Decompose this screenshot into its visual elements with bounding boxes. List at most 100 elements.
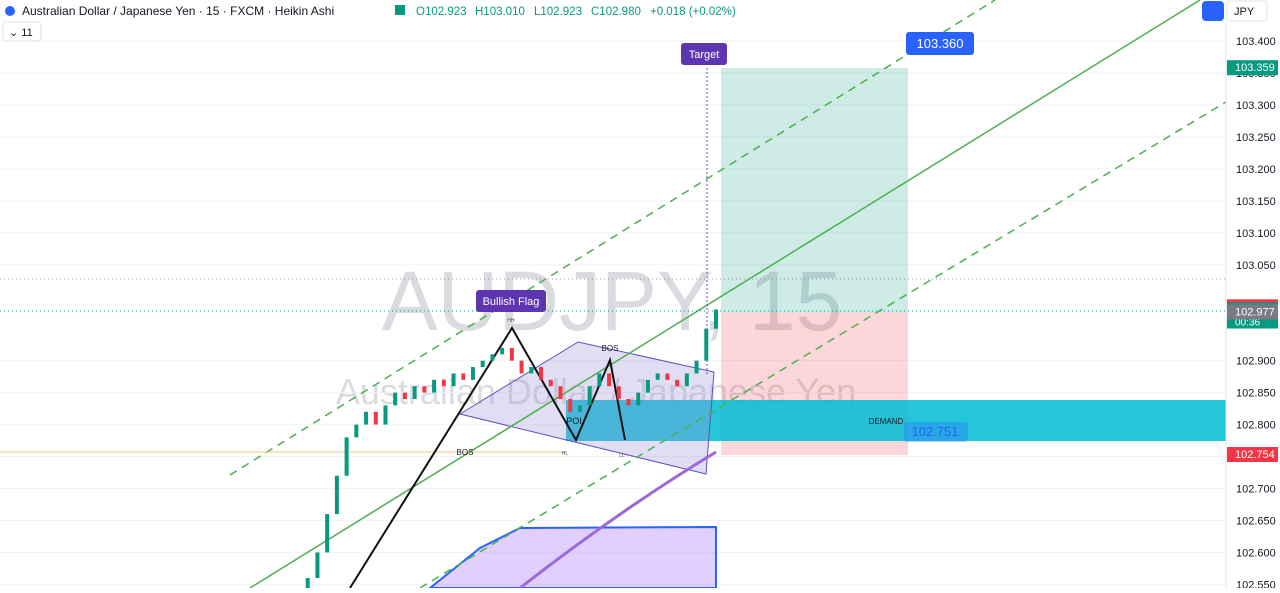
candle <box>500 347 505 355</box>
candle <box>334 475 339 515</box>
candle <box>577 405 582 412</box>
target-price-badge <box>906 32 974 55</box>
demand-price-badge <box>904 422 968 442</box>
candle <box>539 367 544 380</box>
y-tick-label: 103.150 <box>1236 196 1276 208</box>
symbol-title[interactable]: Australian Dollar / Japanese Yen · 15 · … <box>22 4 334 18</box>
candle <box>616 386 621 400</box>
y-tick-label: 102.650 <box>1236 515 1276 527</box>
candle <box>684 373 689 387</box>
flag-badge <box>476 290 546 312</box>
candle <box>412 386 417 400</box>
y-tick-label: 102.700 <box>1236 484 1276 496</box>
demand-label: DEMAND <box>869 417 904 426</box>
target-text: Target <box>689 49 720 61</box>
candle <box>636 392 641 406</box>
y-tick-label: 102.600 <box>1236 547 1276 559</box>
candle <box>383 405 388 425</box>
candle <box>354 424 359 438</box>
candle <box>422 386 427 393</box>
candle <box>587 386 592 406</box>
channel-mid <box>249 0 1201 589</box>
candle <box>461 373 466 380</box>
y-tick-label: 103.050 <box>1236 260 1276 272</box>
target-badge <box>681 43 727 65</box>
candle <box>480 360 485 368</box>
y-tick-label: 102.850 <box>1236 388 1276 400</box>
price-label-bg <box>1227 304 1278 320</box>
indicators-toggle[interactable] <box>2 21 42 42</box>
candle <box>675 379 680 387</box>
flag-channel <box>458 341 715 475</box>
candle <box>305 578 310 591</box>
candle <box>364 411 369 425</box>
price-label-bg <box>1227 446 1278 462</box>
moving-average <box>519 450 717 590</box>
channel-upper <box>229 0 996 476</box>
candle <box>373 411 378 425</box>
candle <box>568 399 573 412</box>
candle <box>548 379 553 387</box>
candle <box>393 392 398 406</box>
candle <box>490 354 495 361</box>
candle <box>558 386 563 400</box>
ohlc-open: O102.923 <box>416 6 467 18</box>
candle <box>470 367 475 380</box>
ohlc-high: H103.010 <box>475 6 525 18</box>
candle <box>694 360 699 374</box>
annotations: Target 103.360 Bullish Flag BOS BOS POI … <box>457 32 974 459</box>
bos-label: BOS <box>602 344 619 353</box>
candle <box>529 367 534 374</box>
swing-label: LL <box>619 453 625 459</box>
cloud <box>427 525 717 589</box>
candle <box>704 328 709 361</box>
y-tick-label: 103.300 <box>1236 100 1276 112</box>
target-zone <box>721 68 908 312</box>
y-tick-label: 103.100 <box>1236 228 1276 240</box>
candle <box>432 379 437 393</box>
y-tick-label: 102.800 <box>1236 420 1276 432</box>
channel-lower <box>419 101 1227 589</box>
price-label-bg <box>1227 60 1278 76</box>
candle <box>441 379 446 387</box>
candle <box>519 360 524 374</box>
ohlc-low: L102.923 <box>534 6 582 18</box>
indicators-count: ⌄ 11 <box>9 27 33 39</box>
candle <box>451 373 456 387</box>
candle <box>626 399 631 406</box>
price-label: 103.359 <box>1235 62 1275 74</box>
y-tick-label: 102.900 <box>1236 356 1276 368</box>
candle <box>655 373 660 380</box>
y-tick-label: 103.200 <box>1236 164 1276 176</box>
candle <box>597 373 602 387</box>
y-tick-label: 103.400 <box>1236 36 1276 48</box>
candle <box>315 552 320 579</box>
ohlc-change: +0.018 (+0.02%) <box>650 6 736 18</box>
status-icon <box>395 5 405 15</box>
candle <box>509 347 514 361</box>
price-label: 102.977 <box>1235 306 1275 318</box>
candle <box>607 373 612 387</box>
candle <box>665 373 670 380</box>
target-price: 103.360 <box>917 36 964 51</box>
y-tick-label: 103.250 <box>1236 132 1276 144</box>
bos-label: BOS <box>457 448 474 457</box>
swing-label: HL <box>562 451 569 457</box>
countdown: 00:36 <box>1235 318 1260 329</box>
candle <box>402 392 407 400</box>
y-tick-label: 102.550 <box>1236 579 1276 588</box>
settings-button[interactable] <box>1202 1 1224 21</box>
candle <box>344 437 349 476</box>
poi-label: POI <box>566 416 582 426</box>
currency: JPY <box>1234 6 1255 18</box>
symbol-icon <box>5 6 15 16</box>
swing-label: HH <box>507 318 515 324</box>
flag-text: Bullish Flag <box>483 296 540 308</box>
demand-price: 102.751 <box>912 424 959 439</box>
candle <box>645 379 650 393</box>
currency-button[interactable] <box>1226 0 1268 22</box>
candle <box>325 514 330 553</box>
zigzag <box>349 326 626 589</box>
indicators-count-text: 11 <box>21 27 32 39</box>
